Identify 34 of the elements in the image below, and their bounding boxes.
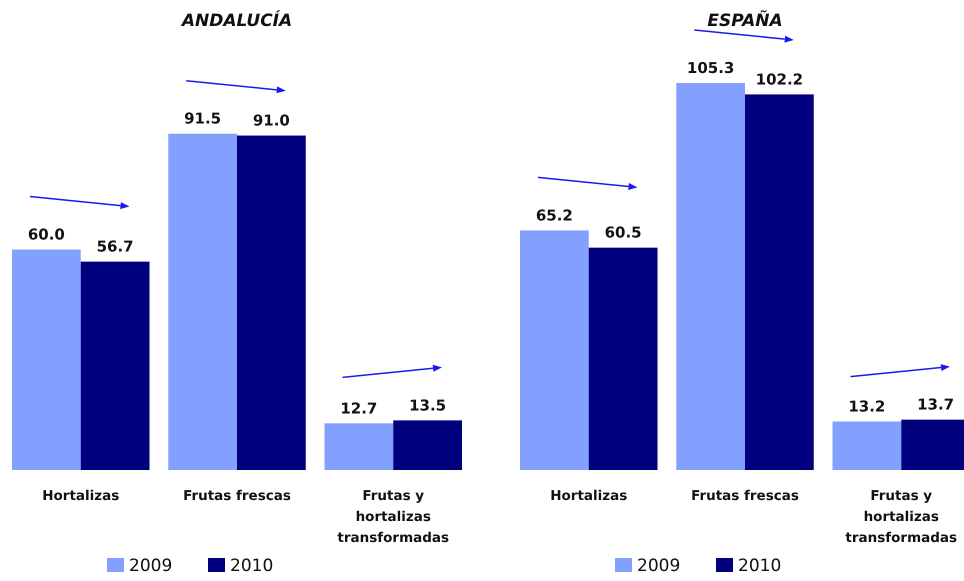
legend-label: 2010	[738, 556, 782, 576]
legend-label: 2010	[230, 556, 274, 576]
x-tick-label: Hortalizas	[550, 488, 628, 504]
bar	[324, 423, 394, 470]
data-label: 91.0	[252, 112, 290, 130]
bar	[12, 249, 81, 470]
data-label: 56.7	[96, 238, 134, 256]
data-label: 13.5	[409, 396, 446, 414]
chart-title: ESPAÑA	[707, 10, 783, 31]
bar	[676, 83, 745, 470]
data-label: 13.7	[917, 396, 954, 414]
x-tick-label: Frutas y hortalizas transformadas	[337, 488, 450, 546]
bar	[168, 134, 237, 470]
legend-label: 2009	[129, 556, 172, 576]
bar	[588, 248, 658, 470]
legend-label: 2009	[637, 556, 680, 576]
bar	[237, 136, 306, 470]
x-tick-label: Hortalizas	[42, 488, 120, 504]
bar	[80, 262, 150, 470]
data-label: 60.5	[604, 224, 642, 242]
data-label: 60.0	[28, 225, 65, 244]
data-label: 105.3	[686, 59, 734, 77]
data-label: 13.2	[848, 397, 886, 416]
x-tick-label: Frutas frescas	[183, 488, 291, 504]
bar	[745, 94, 814, 470]
data-label: 102.2	[756, 70, 804, 88]
bar	[393, 420, 462, 470]
data-label: 65.2	[536, 206, 573, 224]
x-tick-label: Frutas frescas	[691, 488, 799, 504]
x-tick-label: Frutas y hortalizas transformadas	[845, 488, 958, 546]
data-label: 91.5	[184, 110, 222, 128]
bar	[520, 230, 589, 470]
data-label: 12.7	[340, 399, 378, 418]
chart-title: ANDALUCÍA	[180, 10, 292, 31]
